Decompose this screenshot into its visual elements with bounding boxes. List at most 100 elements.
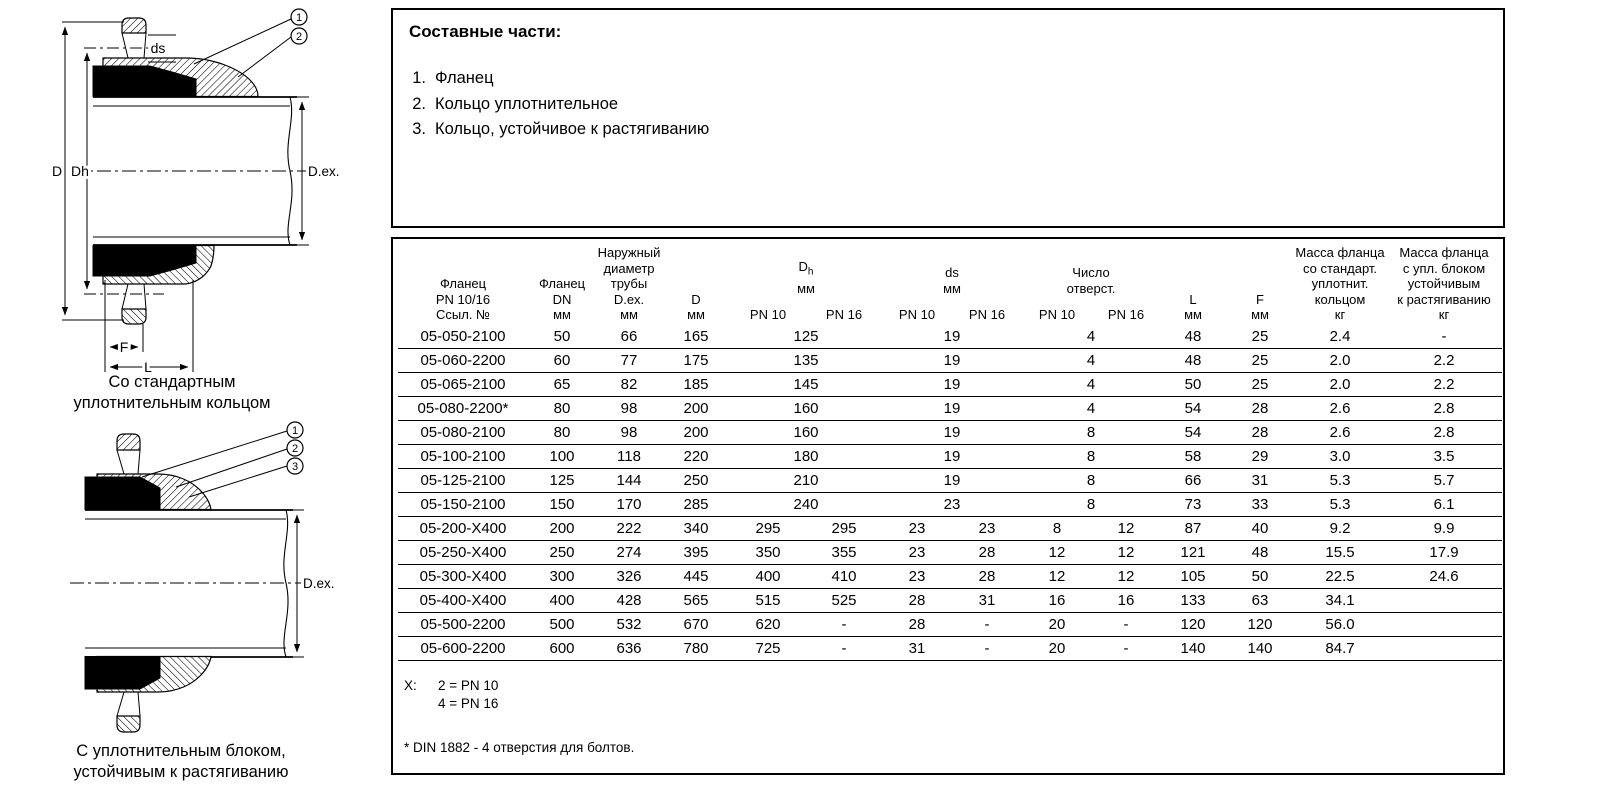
table-cell: 19	[882, 444, 1022, 469]
table-cell: 140	[1160, 636, 1226, 661]
table-cell: 58	[1160, 444, 1226, 469]
table-cell: 19	[882, 324, 1022, 349]
svg-text:1: 1	[296, 12, 302, 24]
table-cell: 28	[882, 612, 952, 637]
table-cell: 210	[730, 468, 882, 493]
caption-line: уплотнительным кольцом	[73, 394, 271, 412]
table-cell: 285	[662, 492, 730, 517]
table-cell: 410	[806, 564, 882, 589]
table-cell: 05-200-X400	[398, 516, 528, 541]
table-cell: 445	[662, 564, 730, 589]
table-cell: 50	[1160, 372, 1226, 397]
table-cell: 31	[952, 588, 1022, 613]
drawing-tension-resistant-seal: D.ex. 1 2 3	[70, 421, 338, 733]
part-number: 1.	[412, 69, 426, 87]
dimension-f	[104, 280, 144, 372]
table-row: 05-060-2200 60 77 175 135 19 4 48 25 2.0 2.2	[398, 348, 1502, 373]
callout-2: 2	[237, 27, 308, 78]
table-cell: 133	[1160, 588, 1226, 613]
table-row: 05-500-2200 500 532 670 620-28-20-120 120 56.0	[398, 612, 1502, 637]
table-cell: 16	[1092, 588, 1160, 613]
table-cell: 66	[596, 324, 662, 349]
table-cell: 77	[596, 348, 662, 373]
table-cell: 185	[662, 372, 730, 397]
table-cell: 4	[1022, 324, 1160, 349]
table-cell: -	[1092, 612, 1160, 637]
drawing-standard-seal: D Dh ds D.ex. F L 1 2	[49, 8, 343, 378]
table-cell: 31	[882, 636, 952, 661]
table-cell: 05-400-X400	[398, 588, 528, 613]
table-cell: 5.3	[1294, 492, 1386, 517]
table-cell: 48	[1226, 540, 1294, 565]
table-cell: 28	[1226, 420, 1294, 445]
table-cell: 175	[662, 348, 730, 373]
table-cell: 2.6	[1294, 420, 1386, 445]
table-cell: 12	[1022, 564, 1092, 589]
table-body: 05-050-2100 50 66 165 125 19 4 48 25 2.4-05-060-2…	[398, 324, 1502, 661]
table-row: 05-125-2100 125 144 250 210 19 8 66 31 5.3 5.7	[398, 468, 1502, 493]
table-cell: 87	[1160, 516, 1226, 541]
table-cell: 16	[1022, 588, 1092, 613]
part-number: 2.	[412, 94, 426, 113]
table-cell: 165	[662, 324, 730, 349]
table-cell: -	[952, 636, 1022, 661]
table-cell: 400	[528, 588, 596, 613]
flange-section-upper	[92, 17, 259, 98]
flange-spec-table-panel: Фланец PN 10/16 Ссыл. № Фланец DN мм Наружны…	[391, 237, 1505, 775]
table-row: 05-400-X400 400 428 565 515 525 28 31 16 16 133 63 3…	[398, 588, 1502, 613]
table-cell: -	[806, 612, 882, 637]
table-cell: 8	[1022, 468, 1160, 493]
callout-1: 1	[193, 8, 308, 65]
table-cell: 3.0	[1294, 444, 1386, 469]
part-label: Кольцо, устойчивое к растягиванию	[435, 120, 710, 138]
table-cell: 12	[1022, 540, 1092, 565]
table-cell: 118	[596, 444, 662, 469]
part-label: Кольцо уплотнительное	[435, 94, 619, 113]
table-cell: 05-050-2100	[398, 324, 528, 349]
table-cell: 12	[1092, 516, 1160, 541]
table-cell: 150	[528, 492, 596, 517]
table-cell: 780	[662, 636, 730, 661]
table-cell: 2.8	[1386, 396, 1502, 421]
table-row: 05-200-X400 200 222 340 295 295 23 23 8 12 87 40 9.2…	[398, 516, 1502, 541]
footnote-din: * DIN 1882 - 4 отверстия для болтов.	[404, 739, 635, 755]
table-cell: 28	[952, 564, 1022, 589]
label-l: L	[144, 359, 152, 375]
table-cell: 240	[730, 492, 882, 517]
svg-text:1: 1	[292, 425, 298, 437]
table-cell: -	[952, 612, 1022, 637]
table-cell: 05-080-2200*	[398, 396, 528, 421]
table-cell: 15.5	[1294, 540, 1386, 565]
table-cell: 8	[1022, 444, 1160, 469]
svg-text:2: 2	[296, 31, 302, 43]
pipe-break-line	[283, 509, 289, 658]
table-cell: 274	[596, 540, 662, 565]
header-dn: Фланец DN мм	[538, 276, 586, 322]
table-cell: 28	[952, 540, 1022, 565]
table-cell: 5.3	[1294, 468, 1386, 493]
table-cell: 4	[1022, 396, 1160, 421]
table-cell: 05-600-2200	[398, 636, 528, 661]
header-group-ds: ds мм	[943, 265, 961, 296]
table-cell: 19	[882, 468, 1022, 493]
table-cell: 84.7	[1294, 636, 1386, 661]
subheader-pn10: PN 10	[749, 307, 787, 322]
part-number: 3.	[412, 120, 426, 138]
table-cell: 33	[1226, 492, 1294, 517]
table-cell: 355	[806, 540, 882, 565]
table-cell: 295	[806, 516, 882, 541]
table-cell: 3.5	[1386, 444, 1502, 469]
table-cell: 12	[1092, 564, 1160, 589]
subheader-pn10: PN 10	[1038, 307, 1076, 322]
table-cell: 4	[1022, 372, 1160, 397]
parts-title: Составные части:	[409, 22, 562, 41]
table-cell: 34.1	[1294, 588, 1386, 613]
table-cell: 50	[1226, 564, 1294, 589]
table-cell: 20	[1022, 636, 1092, 661]
table-cell: 200	[662, 396, 730, 421]
table-cell: 05-065-2100	[398, 372, 528, 397]
footnote-x-key: X: 2 = PN 10 4 = PN 16	[404, 677, 1500, 713]
table-cell: 9.2	[1294, 516, 1386, 541]
